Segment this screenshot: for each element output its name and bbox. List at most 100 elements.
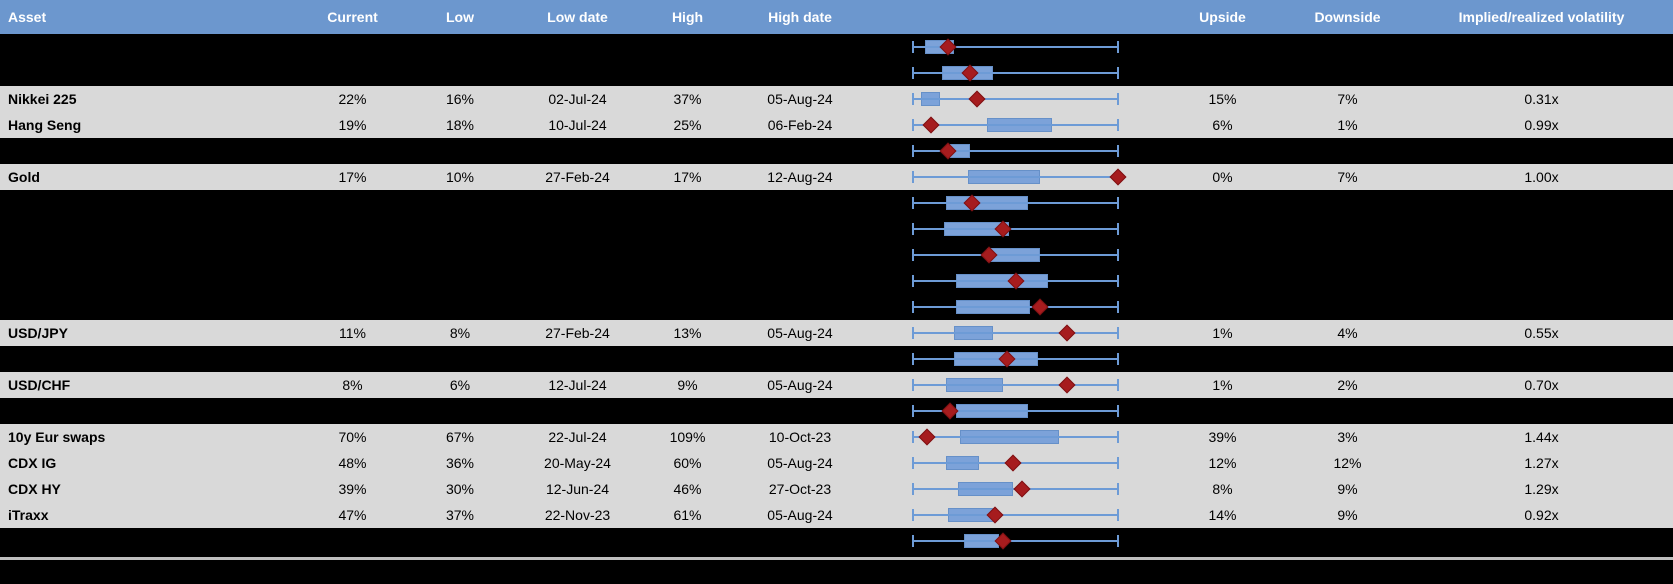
high-date-cell: 05-Aug-24: [767, 377, 833, 393]
asset-cell: iTraxx: [8, 507, 49, 523]
implied-realized-vol-cell: 1.29x: [1524, 481, 1559, 497]
boxplot-cap-right: [1117, 405, 1119, 417]
range-chart-cell: [870, 502, 1160, 528]
downside-cell: 7%: [1337, 91, 1358, 107]
boxplot-cap-left: [912, 301, 914, 313]
high-cell: 13%: [673, 325, 702, 341]
implied-realized-vol-cell: 0.70x: [1524, 377, 1559, 393]
upside-cell: 1%: [1212, 325, 1233, 341]
range-boxplot: [912, 476, 1119, 502]
boxplot-cap-right: [1117, 197, 1119, 209]
current-cell: 22%: [338, 91, 367, 107]
boxplot-whisker: [913, 228, 1118, 230]
header-low: Low: [446, 9, 474, 25]
range-boxplot: [912, 320, 1119, 346]
boxplot-whisker: [913, 46, 1118, 48]
header-current: Current: [327, 9, 378, 25]
boxplot-cap-right: [1117, 275, 1119, 287]
table-row: iTraxx 47% 37% 22-Nov-23 61% 05-Aug-24 1…: [0, 502, 1673, 528]
low-date-cell: 22-Nov-23: [544, 507, 611, 523]
implied-realized-vol-cell: 0.92x: [1524, 507, 1559, 523]
boxplot-whisker: [913, 384, 1118, 386]
table-row: [0, 268, 1673, 294]
boxplot-cap-left: [912, 405, 914, 417]
range-chart-cell: [870, 372, 1160, 398]
boxplot-cap-left: [912, 431, 914, 443]
range-boxplot: [912, 112, 1119, 138]
boxplot-cap-right: [1117, 67, 1119, 79]
boxplot-cap-right: [1117, 483, 1119, 495]
boxplot-cap-right: [1117, 509, 1119, 521]
range-chart-cell: [870, 216, 1160, 242]
high-cell: 17%: [673, 169, 702, 185]
range-chart-cell: [870, 242, 1160, 268]
header-chart-spacer: [870, 0, 1160, 34]
implied-realized-vol-cell: 1.44x: [1524, 429, 1559, 445]
high-date-cell: 05-Aug-24: [767, 507, 833, 523]
boxplot-cap-right: [1117, 379, 1119, 391]
range-boxplot: [912, 450, 1119, 476]
range-boxplot: [912, 86, 1119, 112]
header-implied-realized-volatility: Implied/realized volatility: [1458, 9, 1625, 25]
boxplot-cap-right: [1117, 431, 1119, 443]
boxplot-cap-left: [912, 509, 914, 521]
current-cell: 47%: [338, 507, 367, 523]
range-chart-cell: [870, 294, 1160, 320]
boxplot-cap-left: [912, 41, 914, 53]
header-upside: Upside: [1199, 9, 1246, 25]
current-cell: 11%: [339, 325, 366, 341]
table-footer: [0, 554, 1673, 584]
table-row: [0, 34, 1673, 60]
table-row: [0, 294, 1673, 320]
upside-cell: 0%: [1212, 169, 1233, 185]
range-chart-cell: [870, 476, 1160, 502]
range-chart-cell: [870, 424, 1160, 450]
range-boxplot: [912, 164, 1127, 190]
high-date-cell: 10-Oct-23: [768, 429, 832, 445]
header-high-date: High date: [768, 9, 832, 25]
boxplot-cap-right: [1117, 457, 1119, 469]
table-row: USD/JPY 11% 8% 27-Feb-24 13% 05-Aug-24 1…: [0, 320, 1673, 346]
downside-cell: 1%: [1337, 117, 1358, 133]
downside-cell: 9%: [1337, 481, 1358, 497]
asset-cell: CDX HY: [8, 481, 61, 497]
range-boxplot: [912, 398, 1119, 424]
range-boxplot: [912, 216, 1119, 242]
boxplot-cap-right: [1117, 93, 1119, 105]
high-date-cell: 27-Oct-23: [768, 481, 832, 497]
high-cell: 37%: [673, 91, 702, 107]
boxplot-cap-left: [912, 379, 914, 391]
downside-cell: 2%: [1337, 377, 1358, 393]
implied-realized-vol-cell: 1.00x: [1524, 169, 1559, 185]
low-cell: 6%: [449, 377, 471, 393]
boxplot-cap-right: [1117, 119, 1119, 131]
boxplot-cap-right: [1117, 535, 1119, 547]
boxplot-cap-left: [912, 483, 914, 495]
high-date-cell: 05-Aug-24: [767, 455, 833, 471]
table-row: CDX IG 48% 36% 20-May-24 60% 05-Aug-24 1…: [0, 450, 1673, 476]
low-cell: 36%: [445, 455, 475, 471]
range-chart-cell: [870, 60, 1160, 86]
header-high: High: [671, 9, 704, 25]
range-chart-cell: [870, 164, 1160, 190]
range-chart-cell: [870, 34, 1160, 60]
current-marker-diamond: [1031, 298, 1049, 316]
current-cell: 48%: [338, 455, 367, 471]
table-row: [0, 398, 1673, 424]
low-date-cell: 20-May-24: [544, 455, 611, 471]
current-marker-diamond: [918, 428, 936, 446]
boxplot-whisker: [913, 124, 1118, 126]
current-cell: 17%: [338, 169, 367, 185]
high-date-cell: 12-Aug-24: [767, 169, 833, 185]
current-cell: 39%: [338, 481, 367, 497]
low-cell: 37%: [445, 507, 475, 523]
implied-realized-vol-cell: 0.99x: [1524, 117, 1559, 133]
high-cell: 61%: [673, 507, 702, 523]
range-boxplot: [912, 190, 1119, 216]
asset-cell: Hang Seng: [8, 117, 82, 133]
low-date-cell: 12-Jun-24: [545, 481, 610, 497]
boxplot-cap-right: [1117, 41, 1119, 53]
downside-cell: 4%: [1337, 325, 1358, 341]
range-chart-cell: [870, 190, 1160, 216]
boxplot-cap-right: [1117, 301, 1119, 313]
